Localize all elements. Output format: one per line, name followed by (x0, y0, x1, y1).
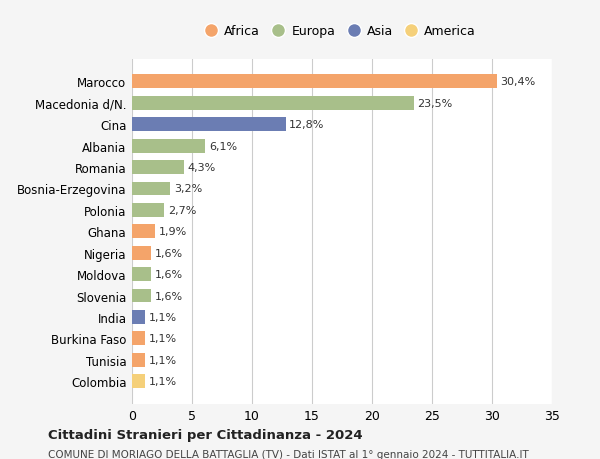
Bar (132, 97, 414, 111)
Text: 3,2%: 3,2% (174, 184, 202, 194)
Bar (132, 225, 155, 239)
Text: 1,6%: 1,6% (155, 248, 183, 258)
Bar (132, 75, 497, 89)
Legend: Africa, Europa, Asia, America: Africa, Europa, Asia, America (205, 21, 479, 42)
Text: 12,8%: 12,8% (289, 120, 325, 130)
Bar (132, 310, 145, 324)
Text: 1,1%: 1,1% (149, 355, 177, 365)
Bar (132, 161, 184, 175)
Text: 30,4%: 30,4% (500, 77, 536, 87)
Bar (132, 268, 151, 281)
Bar (132, 246, 151, 260)
Bar (132, 375, 145, 388)
Text: 2,7%: 2,7% (168, 206, 196, 215)
Bar (132, 118, 286, 132)
Bar (132, 203, 164, 218)
Text: 23,5%: 23,5% (418, 99, 453, 109)
Text: Cittadini Stranieri per Cittadinanza - 2024: Cittadini Stranieri per Cittadinanza - 2… (48, 428, 362, 441)
Bar (132, 140, 205, 153)
Text: 6,1%: 6,1% (209, 141, 237, 151)
Text: 1,1%: 1,1% (149, 312, 177, 322)
Text: COMUNE DI MORIAGO DELLA BATTAGLIA (TV) - Dati ISTAT al 1° gennaio 2024 - TUTTITA: COMUNE DI MORIAGO DELLA BATTAGLIA (TV) -… (48, 449, 529, 459)
Bar (132, 289, 151, 303)
Bar (132, 332, 145, 346)
Text: 1,6%: 1,6% (155, 291, 183, 301)
Bar (132, 353, 145, 367)
Text: 1,6%: 1,6% (155, 269, 183, 280)
Bar (132, 182, 170, 196)
Text: 1,1%: 1,1% (149, 334, 177, 344)
Text: 4,3%: 4,3% (187, 163, 215, 173)
Text: 1,9%: 1,9% (158, 227, 187, 237)
Text: 1,1%: 1,1% (149, 376, 177, 386)
